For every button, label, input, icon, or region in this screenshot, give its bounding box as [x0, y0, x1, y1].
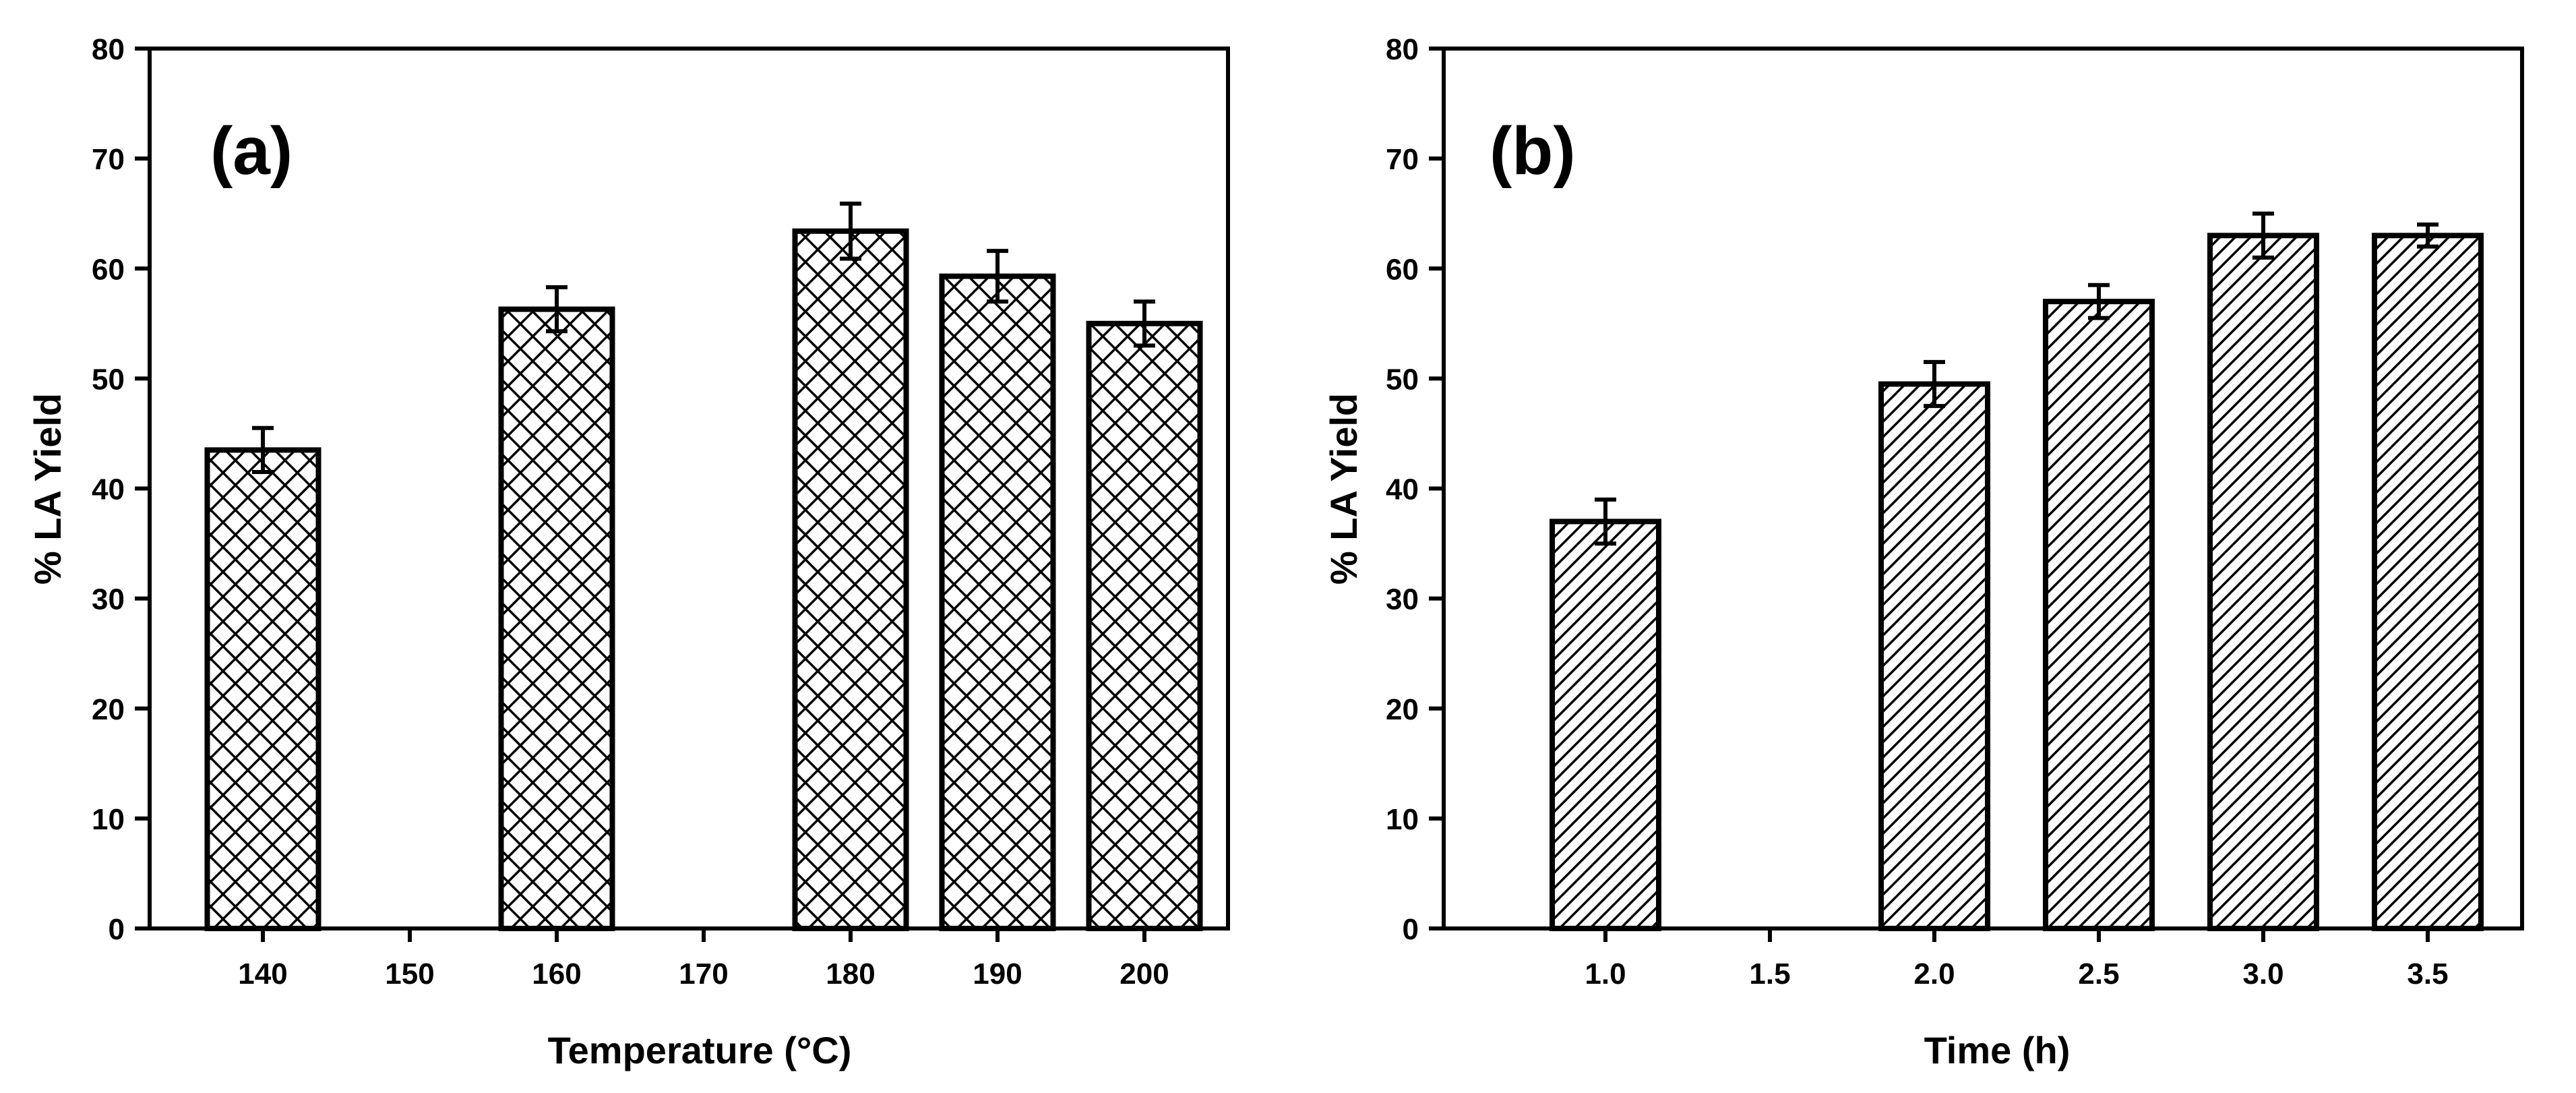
x-tick-label-b-2.0: 2.0: [1913, 957, 1955, 991]
y-axis-a: 0 10 20 30 40 50 60 70 80: [92, 33, 150, 946]
x-tick-label-a-180: 180: [826, 957, 875, 991]
y-tick-label-b-30: 30: [1386, 583, 1419, 616]
panel-label-b: (b): [1490, 113, 1576, 189]
y-tick-label-b-70: 70: [1386, 143, 1419, 176]
y-tick-label-b-40: 40: [1386, 473, 1419, 506]
bar-a-160: [498, 306, 615, 931]
plot-frame-b: [1442, 47, 2524, 930]
y-tick-label-a-80: 80: [92, 33, 125, 66]
y-tick-label-b-20: 20: [1386, 693, 1419, 726]
y-tick-label-a-0: 0: [109, 913, 125, 946]
x-tick-label-b-3.0: 3.0: [2242, 957, 2283, 991]
x-tick-label-b-2.5: 2.5: [2078, 957, 2119, 991]
x-tick-label-a-200: 200: [1120, 957, 1169, 991]
x-tick-label-a-150: 150: [385, 957, 434, 991]
x-axis-b: 1.0 1.5 2.0 2.5 3.0 3.5: [1585, 928, 2449, 991]
y-tick-label-b-0: 0: [1403, 913, 1419, 946]
y-tick-label-b-10: 10: [1386, 803, 1419, 836]
y-axis-title-a: % LA Yield: [26, 393, 69, 585]
x-tick-label-b-1.5: 1.5: [1749, 957, 1790, 991]
y-tick-label-a-30: 30: [92, 583, 125, 616]
bar-a-140: [204, 447, 321, 931]
x-axis-a: 140 150 160 170 180 190 200: [238, 928, 1169, 991]
bar-a-180: [792, 228, 909, 932]
y-tick-label-b-60: 60: [1386, 253, 1419, 286]
plot-frame-a: [148, 47, 1230, 930]
y-tick-label-a-50: 50: [92, 363, 125, 396]
x-tick-label-b-3.5: 3.5: [2407, 957, 2448, 991]
bar-b-2.5: [2043, 299, 2155, 931]
y-tick-label-a-60: 60: [92, 253, 125, 286]
bar-a-200: [1086, 320, 1203, 931]
y-axis-title-b: % LA Yield: [1322, 393, 1365, 585]
panel-label-a: (a): [210, 113, 293, 189]
y-tick-label-b-80: 80: [1386, 33, 1419, 66]
y-tick-label-a-40: 40: [92, 473, 125, 506]
x-axis-title-a: Temperature (°C): [548, 1029, 852, 1071]
bar-b-3.5: [2372, 233, 2484, 931]
y-tick-label-b-50: 50: [1386, 363, 1419, 396]
bar-b-2.0: [1878, 381, 1990, 931]
y-tick-label-a-10: 10: [92, 803, 125, 836]
bar-b-1.0: [1550, 519, 1661, 931]
x-tick-label-a-170: 170: [679, 957, 728, 991]
chart-panel-b: 0 10 20 30 40 50 60 70 80 1.0 1.5 2.0 2.5 3.0 3.5 (b)…: [1322, 33, 2524, 1071]
bar-b-3.0: [2207, 233, 2319, 931]
x-tick-label-a-190: 190: [973, 957, 1022, 991]
bars-a: [204, 202, 1203, 932]
y-axis-b: 0 10 20 30 40 50 60 70 80: [1386, 33, 1444, 946]
x-axis-title-b: Time (h): [1924, 1029, 2071, 1071]
x-tick-label-a-140: 140: [238, 957, 287, 991]
x-tick-label-b-1.0: 1.0: [1585, 957, 1626, 991]
bars-b: [1550, 211, 2484, 931]
x-tick-label-a-160: 160: [532, 957, 581, 991]
y-tick-label-a-20: 20: [92, 693, 125, 726]
y-tick-label-a-70: 70: [92, 143, 125, 176]
bar-a-190: [939, 273, 1056, 931]
